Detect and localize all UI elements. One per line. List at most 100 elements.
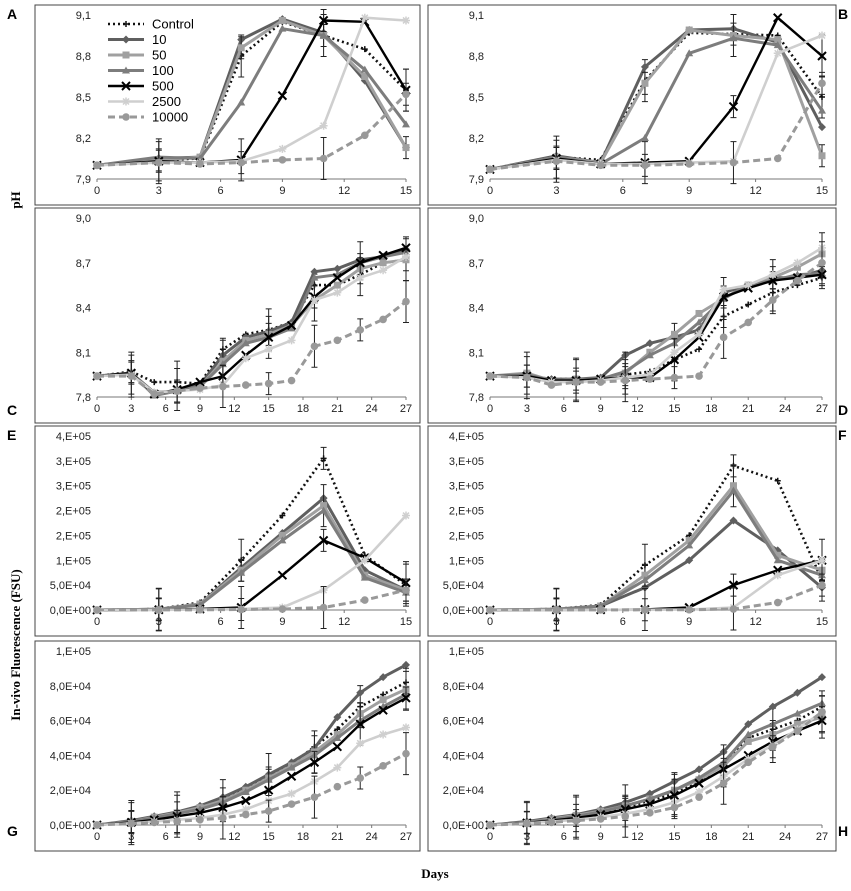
data-point xyxy=(219,814,227,822)
data-point xyxy=(670,373,679,382)
x-tick-label: 6 xyxy=(163,831,169,843)
data-point xyxy=(278,531,286,539)
x-tick-label: 24 xyxy=(779,831,791,843)
panel-letter-a: A xyxy=(7,6,17,22)
data-point xyxy=(320,502,328,510)
x-tick-label: 0 xyxy=(487,831,493,843)
y-tick-label: 0,0E+00 xyxy=(50,605,91,617)
data-point xyxy=(695,318,704,326)
data-point xyxy=(402,120,410,128)
data-point xyxy=(572,378,580,386)
panel-frame xyxy=(427,640,837,852)
legend-marker xyxy=(122,113,130,121)
data-point xyxy=(277,570,288,580)
data-point xyxy=(685,49,694,57)
series-line xyxy=(96,457,407,612)
x-tick-label: 12 xyxy=(749,616,761,628)
data-point xyxy=(355,258,365,268)
data-point xyxy=(196,605,204,614)
y-tick-label: 9,1 xyxy=(76,10,91,22)
x-tick-label: 15 xyxy=(263,831,275,843)
data-point xyxy=(669,790,680,801)
series-line xyxy=(96,258,407,385)
data-point xyxy=(379,259,387,267)
data-point xyxy=(719,779,728,788)
panel-letter-g: G xyxy=(7,823,18,839)
legend-label: Control xyxy=(152,17,194,32)
x-tick-label: 9 xyxy=(279,616,285,628)
data-point xyxy=(728,101,739,112)
data-point xyxy=(333,336,342,345)
data-point xyxy=(196,160,204,168)
data-point xyxy=(793,688,802,697)
data-point xyxy=(402,252,410,261)
data-point xyxy=(523,819,531,828)
x-tick-label: 9 xyxy=(686,616,692,628)
data-point xyxy=(402,511,410,520)
data-point xyxy=(320,455,327,462)
data-point xyxy=(263,785,274,795)
data-point xyxy=(402,660,410,669)
xlabel-days: Days xyxy=(421,866,448,881)
y-tick-label: 8,1 xyxy=(469,347,484,359)
data-point xyxy=(401,693,411,703)
data-point xyxy=(333,264,342,273)
x-tick-label: 6 xyxy=(218,185,224,197)
series-line xyxy=(96,93,408,167)
y-tick-label: 8,0E+04 xyxy=(50,681,91,693)
data-point xyxy=(670,803,679,812)
y-tick-label: 1,E+05 xyxy=(449,646,484,658)
data-point xyxy=(360,573,369,581)
x-tick-label: 21 xyxy=(331,831,343,843)
x-tick-label: 27 xyxy=(816,831,828,843)
y-tick-label: 1,E+05 xyxy=(56,646,91,658)
data-point xyxy=(645,339,654,348)
series-10000 xyxy=(486,573,826,632)
panel-letter-d: D xyxy=(838,402,848,418)
data-point xyxy=(309,757,320,768)
data-point xyxy=(402,297,410,306)
y-tick-label: 4,0E+04 xyxy=(50,750,91,762)
x-tick-label: 9 xyxy=(197,831,203,843)
data-point xyxy=(237,158,245,167)
data-point xyxy=(287,376,296,385)
x-tick-label: 18 xyxy=(705,403,717,415)
data-point xyxy=(310,267,319,276)
data-point xyxy=(287,336,296,345)
data-point xyxy=(818,673,826,682)
data-point xyxy=(241,354,250,363)
data-point xyxy=(695,309,703,317)
x-tick-label: 9 xyxy=(598,403,604,415)
data-point xyxy=(237,605,245,614)
x-tick-label: 3 xyxy=(553,185,559,197)
data-point xyxy=(401,243,411,253)
data-point xyxy=(173,817,181,826)
legend-marker xyxy=(122,66,130,74)
data-point xyxy=(333,713,342,722)
series-10000 xyxy=(486,690,826,846)
data-point xyxy=(241,339,250,347)
y-tick-label: 1,E+05 xyxy=(56,555,91,567)
data-point xyxy=(93,372,101,380)
data-point xyxy=(685,541,694,549)
data-point xyxy=(818,123,826,132)
data-point xyxy=(332,272,343,283)
data-point xyxy=(310,273,319,281)
x-tick-label: 27 xyxy=(400,403,412,415)
data-point xyxy=(793,258,802,267)
panel-letter-b: B xyxy=(838,6,848,22)
y-tick-label: 9,0 xyxy=(76,213,91,225)
data-point xyxy=(278,605,287,613)
y-tick-label: 8,8 xyxy=(469,51,484,63)
y-tick-label: 8,7 xyxy=(76,258,91,270)
data-point xyxy=(774,36,782,44)
legend-label: 2500 xyxy=(152,94,181,109)
data-point xyxy=(745,301,752,308)
data-point xyxy=(719,333,728,342)
data-point xyxy=(547,381,556,389)
data-point xyxy=(695,774,704,782)
panel-frame xyxy=(427,425,837,637)
data-point xyxy=(360,65,369,73)
y-tick-label: 8,7 xyxy=(469,258,484,270)
